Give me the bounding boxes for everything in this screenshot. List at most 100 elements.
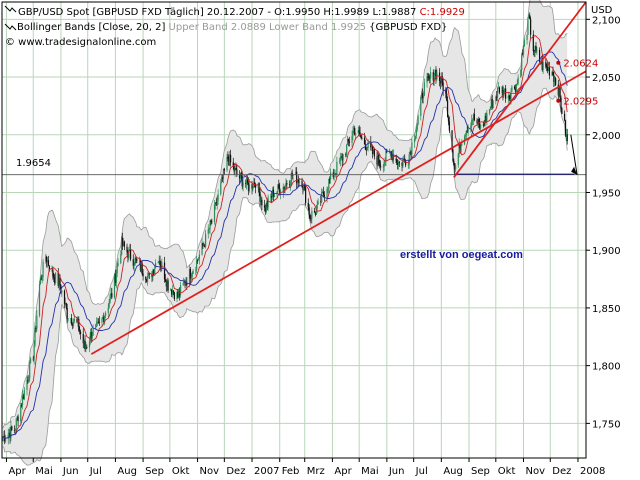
candle-body (486, 113, 488, 121)
candle-body (271, 189, 274, 198)
candle-body (532, 34, 534, 51)
candle-body (364, 144, 367, 150)
candle-body (322, 191, 325, 195)
candle-body (480, 124, 482, 129)
candle-body (246, 177, 248, 184)
candle-body (188, 269, 191, 285)
candle-body (386, 150, 388, 152)
candle-body (457, 153, 459, 166)
candle-body (121, 237, 123, 255)
candle-body (86, 347, 88, 348)
candle-body (416, 124, 418, 130)
candle-body (167, 280, 169, 291)
candle-body (92, 328, 94, 336)
candle-body (465, 130, 467, 135)
candle-body (521, 54, 524, 56)
candle-body (222, 169, 225, 179)
header-line-2: Bollinger Bands [Close, 20, 2] Upper Ban… (17, 22, 447, 33)
candle-body (264, 207, 267, 212)
candle-body (508, 95, 510, 97)
candle-body (34, 327, 36, 345)
candle-body (311, 210, 313, 219)
candle-body (142, 273, 144, 277)
candle-body (284, 185, 286, 190)
candle-body (117, 263, 119, 266)
candle-body (340, 156, 342, 157)
legend-arrow-icon (4, 5, 17, 13)
candle-body (178, 291, 180, 298)
candle-body (490, 99, 492, 107)
candle-body (446, 100, 449, 118)
candle-body (563, 113, 566, 121)
candle-body (183, 282, 185, 284)
candle-body (296, 171, 298, 184)
candle-body (260, 199, 262, 202)
projection-arrow-head (571, 166, 578, 175)
slow-moving-average (2, 51, 568, 439)
candle-body (196, 260, 198, 270)
candle-body (270, 196, 272, 198)
candle-body (282, 186, 284, 193)
candle-body (258, 183, 260, 193)
candle-body (446, 93, 448, 101)
x-tick-label: Jul (89, 466, 102, 477)
candle-body (145, 276, 147, 280)
candle-body (448, 121, 450, 131)
candle-body (11, 426, 13, 430)
support-level-label: 1.9654 (16, 158, 51, 169)
candle-body (397, 162, 400, 165)
candle-body (22, 395, 25, 400)
candle-body (245, 182, 247, 184)
candle-body (283, 186, 285, 190)
candle-body (379, 163, 381, 166)
candle-body (452, 149, 454, 161)
candle-body (148, 273, 150, 275)
candle-body (21, 404, 23, 406)
candle-body (548, 67, 550, 76)
candle-body (29, 358, 32, 363)
candle-body (477, 118, 479, 123)
candle-body (430, 72, 432, 79)
candle-body (146, 275, 149, 282)
candle-body (107, 307, 109, 313)
candle-body (104, 315, 106, 323)
candle-body (405, 160, 407, 166)
candle-body (39, 278, 41, 285)
candle-body (163, 262, 166, 280)
candle-body (464, 134, 467, 137)
candle-body (554, 78, 556, 82)
candle-body (561, 108, 563, 114)
x-tick-label: Mai (361, 466, 379, 477)
candle-body (439, 80, 442, 84)
candle-body (273, 194, 275, 197)
candle-body (242, 182, 244, 187)
candle-body (254, 182, 256, 185)
candle-body (23, 389, 25, 400)
candle-body (71, 318, 73, 325)
candle-body (538, 50, 541, 62)
candle-body (98, 321, 100, 323)
x-tick-label: Okt (498, 466, 516, 477)
candle-body (348, 141, 350, 143)
projection-arrow-line (570, 134, 578, 175)
candle-body (409, 151, 411, 155)
candle-body (289, 183, 292, 186)
candle-body (171, 289, 173, 295)
candle-body (20, 404, 22, 422)
candle-body (4, 438, 7, 442)
candle-body (214, 202, 217, 205)
header-ohlc: GBP/USD Spot [GBPUSD FXD Täglich] 20.12.… (18, 7, 420, 18)
candle-body (363, 137, 366, 145)
candle-body (16, 416, 18, 419)
candle-body (28, 378, 30, 381)
candle-body (411, 142, 413, 155)
candle-body (278, 184, 280, 189)
candle-body (233, 166, 235, 172)
candle-body (404, 158, 406, 161)
candle-body (267, 197, 269, 208)
candle-body (121, 237, 124, 247)
candle-body (304, 185, 306, 188)
candle-body (57, 272, 59, 286)
